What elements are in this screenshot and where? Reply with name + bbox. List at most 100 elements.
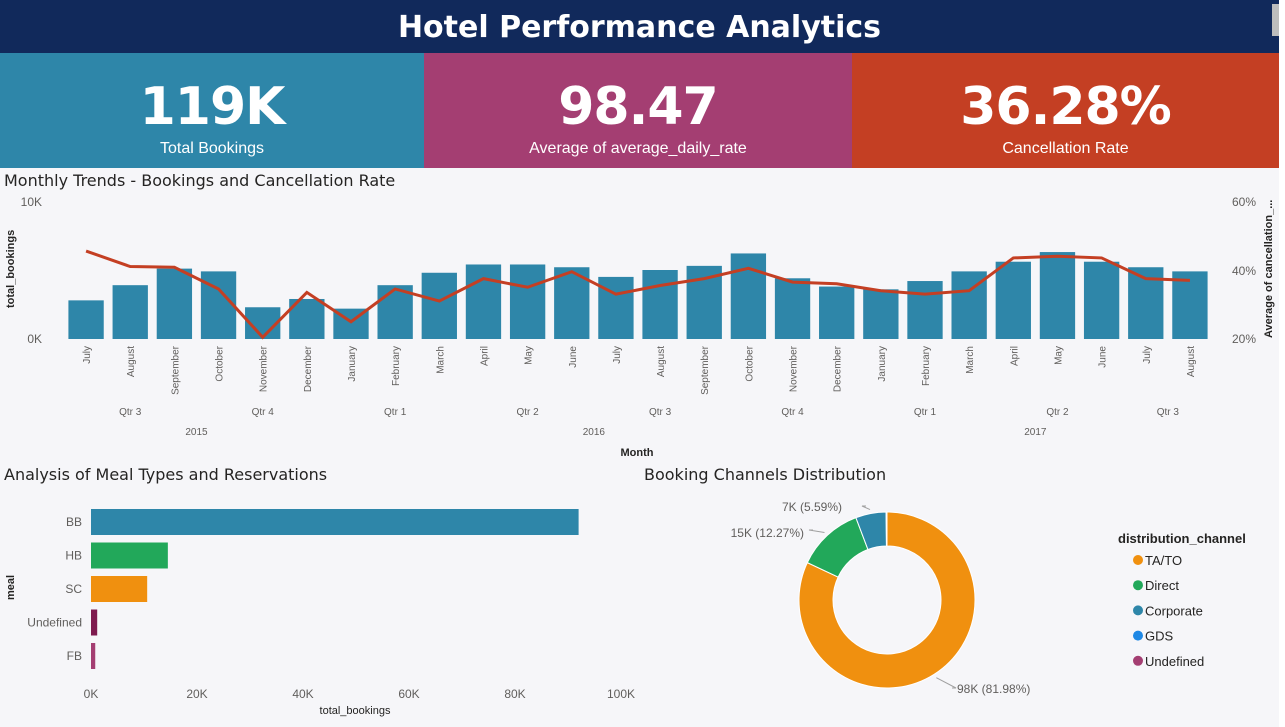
meal-bar[interactable] [91, 609, 98, 636]
year-label: 2017 [1024, 427, 1047, 438]
month-tick-label: November [789, 345, 800, 392]
meal-category-label: SC [65, 582, 82, 596]
monthly-bar[interactable] [421, 272, 457, 339]
legend-marker [1133, 605, 1143, 616]
booking-channels-donut[interactable]: 98K (81.98%) 15K (12.27%) 7K (5.59%) distr… [644, 490, 1279, 725]
meal-x-tick-label: 0K [84, 687, 99, 701]
right-axis-label: Average of cancellation_... [1263, 200, 1275, 338]
quarter-label: Qtr 1 [914, 407, 937, 418]
month-tick-label: June [1098, 346, 1109, 368]
month-tick-label: January [877, 346, 888, 382]
monthly-bar[interactable] [1172, 271, 1208, 339]
month-tick-label: March [435, 346, 446, 374]
month-tick-label: July [1142, 346, 1153, 364]
x-axis-label: Month [621, 447, 654, 459]
month-tick-label: August [1186, 346, 1197, 377]
monthly-bar[interactable] [730, 253, 767, 339]
meal-category-label: FB [67, 649, 82, 663]
monthly-bar[interactable] [1083, 261, 1120, 339]
donut-data-label: 15K (12.27%) [731, 526, 804, 540]
month-tick-label: April [479, 346, 490, 366]
donut-slice[interactable] [885, 511, 888, 547]
month-tick-label: February [391, 346, 402, 386]
year-label: 2016 [583, 427, 606, 438]
kpi-total-bookings-card[interactable]: 119K Total Bookings [0, 53, 424, 168]
quarter-label: Qtr 2 [1046, 407, 1069, 418]
monthly-bar[interactable] [465, 264, 502, 339]
left-axis-label: total_bookings [5, 230, 17, 308]
monthly-bar[interactable] [995, 261, 1031, 339]
year-label: 2015 [185, 427, 208, 438]
donut-data-label: 98K (81.98%) [957, 682, 1030, 696]
meal-bar[interactable] [91, 576, 148, 602]
legend-item-label[interactable]: TA/TO [1145, 553, 1182, 568]
legend-item-label[interactable]: Undefined [1145, 654, 1204, 669]
month-tick-label: October [744, 345, 755, 381]
kpi-cancellation-rate-card[interactable]: 36.28% Cancellation Rate [852, 53, 1279, 168]
monthly-bar[interactable] [642, 270, 678, 339]
donut-leader-line [808, 529, 825, 533]
cancellation-rate-line[interactable] [85, 249, 1190, 340]
left-axis-tick-bottom: 0K [27, 332, 42, 346]
monthly-bar[interactable] [156, 268, 193, 339]
meal-types-chart[interactable]: meal total_bookings BB HB SC Undefined FB 0K 2… [0, 490, 640, 725]
legend-item-label[interactable]: Direct [1145, 578, 1179, 593]
month-tick-label: September [700, 345, 711, 395]
month-tick-label: April [1009, 346, 1020, 366]
meal-chart-title: Analysis of Meal Types and Reservations [4, 465, 328, 484]
legend-marker [1133, 655, 1143, 666]
meal-x-tick-label: 60K [398, 687, 419, 701]
month-tick-label: December [303, 345, 314, 392]
kpi-cancellation-rate-value: 36.28% [960, 77, 1172, 137]
monthly-bar[interactable] [774, 278, 811, 339]
meal-bar[interactable] [91, 542, 168, 569]
legend-title: distribution_channel [1118, 531, 1246, 546]
monthly-bar[interactable] [819, 286, 855, 339]
right-axis-tick-40: 40% [1232, 264, 1256, 278]
quarter-label: Qtr 4 [781, 407, 804, 418]
kpi-avg-daily-rate-card[interactable]: 98.47 Average of average_daily_rate [424, 53, 852, 168]
month-tick-label: March [965, 346, 976, 374]
month-tick-label: September [170, 345, 181, 395]
monthly-bar[interactable] [377, 285, 413, 339]
quarter-label: Qtr 2 [516, 407, 539, 418]
month-tick-label: December [833, 345, 844, 392]
kpi-cancellation-rate-label: Cancellation Rate [1002, 140, 1129, 157]
scrollbar-thumb[interactable] [1272, 4, 1279, 36]
monthly-bar[interactable] [1039, 252, 1076, 339]
legend-marker [1133, 555, 1143, 565]
month-tick-label: August [126, 346, 137, 377]
month-tick-label: November [259, 345, 270, 392]
legend-item-label[interactable]: Corporate [1145, 603, 1203, 618]
monthly-bar[interactable] [68, 300, 104, 339]
legend-item-label[interactable]: GDS [1145, 629, 1174, 644]
channels-chart-title: Booking Channels Distribution [644, 465, 887, 484]
month-tick-label: August [656, 346, 667, 377]
month-tick-label: May [524, 346, 535, 365]
donut-data-label: 7K (5.59%) [782, 500, 842, 514]
monthly-bar[interactable] [112, 285, 148, 339]
meal-category-label: Undefined [27, 616, 82, 630]
legend-marker [1133, 580, 1143, 591]
month-tick-label: October [215, 345, 226, 381]
legend-marker [1133, 630, 1143, 641]
monthly-trends-title: Monthly Trends - Bookings and Cancellati… [4, 171, 396, 190]
meal-category-label: BB [66, 515, 82, 529]
quarter-label: Qtr 3 [119, 407, 142, 418]
monthly-bar[interactable] [907, 281, 943, 339]
month-tick-label: January [347, 346, 358, 382]
kpi-avg-daily-rate-value: 98.47 [558, 77, 718, 137]
monthly-trends-chart[interactable]: 10K 0K 60% 40% 20% total_bookings Averag… [0, 190, 1285, 480]
donut-leader-line [936, 677, 957, 689]
monthly-bar[interactable] [863, 289, 899, 339]
kpi-total-bookings-value: 119K [139, 77, 286, 137]
meal-bar[interactable] [91, 509, 579, 535]
meal-x-tick-label: 20K [186, 687, 207, 701]
donut-slice[interactable] [798, 511, 976, 689]
meal-y-axis-label: meal [5, 575, 17, 600]
quarter-label: Qtr 3 [1157, 407, 1180, 418]
monthly-bar[interactable] [509, 264, 546, 339]
meal-bar[interactable] [91, 643, 96, 669]
quarter-label: Qtr 4 [252, 407, 275, 418]
kpi-total-bookings-label: Total Bookings [159, 140, 265, 157]
